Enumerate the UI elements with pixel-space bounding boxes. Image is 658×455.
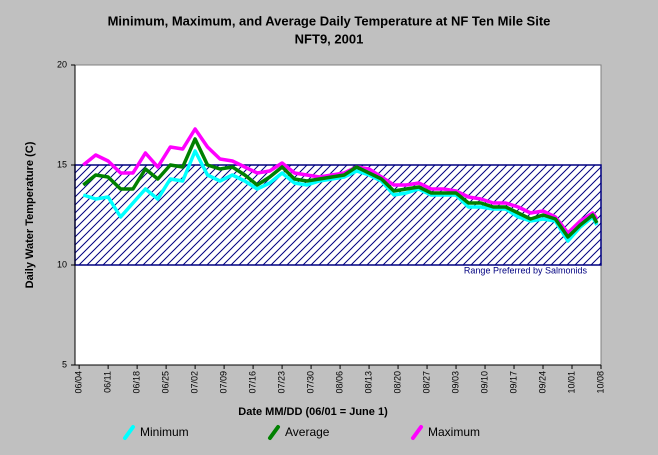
legend-swatch bbox=[268, 425, 280, 440]
legend-label: Minimum bbox=[140, 425, 189, 439]
y-tick-label: 10 bbox=[57, 259, 67, 269]
chart-subtitle: NFT9, 2001 bbox=[295, 31, 364, 46]
y-axis-label: Daily Water Temperature (C) bbox=[24, 141, 36, 288]
x-tick-label: 08/13 bbox=[363, 371, 373, 394]
chart-title: Minimum, Maximum, and Average Daily Temp… bbox=[108, 13, 551, 28]
x-tick-label: 06/25 bbox=[160, 371, 170, 394]
legend-label: Average bbox=[285, 425, 330, 439]
x-tick-label: 09/24 bbox=[537, 371, 547, 394]
band-label: Range Preferred by Salmonids bbox=[464, 265, 588, 275]
x-tick-label: 06/18 bbox=[132, 371, 142, 394]
x-tick-label: 07/02 bbox=[189, 371, 199, 394]
series-line bbox=[82, 149, 599, 243]
x-tick-label: 08/20 bbox=[392, 371, 402, 394]
x-axis-label: Date MM/DD (06/01 = June 1) bbox=[238, 406, 388, 418]
series-line bbox=[82, 137, 599, 239]
x-tick-label: 08/06 bbox=[334, 371, 344, 394]
legend-label: Maximum bbox=[428, 425, 480, 439]
x-tick-label: 08/27 bbox=[421, 371, 431, 394]
x-tick-label: 09/17 bbox=[508, 371, 518, 394]
x-tick-label: 10/08 bbox=[595, 371, 605, 394]
x-tick-label: 09/10 bbox=[479, 371, 489, 394]
x-tick-label: 07/16 bbox=[247, 371, 257, 394]
legend-swatch bbox=[411, 425, 423, 440]
legend-swatch bbox=[123, 425, 135, 440]
x-tick-label: 07/30 bbox=[305, 371, 315, 394]
x-tick-label: 09/03 bbox=[450, 371, 460, 394]
x-tick-label: 07/23 bbox=[276, 371, 286, 394]
x-tick-label: 07/09 bbox=[218, 371, 228, 394]
band-label-bg bbox=[455, 266, 589, 275]
y-tick-label: 15 bbox=[57, 159, 67, 169]
x-tick-label: 06/04 bbox=[74, 371, 84, 394]
x-tick-label: 10/01 bbox=[566, 371, 576, 394]
y-tick-label: 20 bbox=[57, 59, 67, 69]
x-tick-label: 06/11 bbox=[103, 371, 113, 393]
y-tick-label: 5 bbox=[62, 359, 67, 369]
